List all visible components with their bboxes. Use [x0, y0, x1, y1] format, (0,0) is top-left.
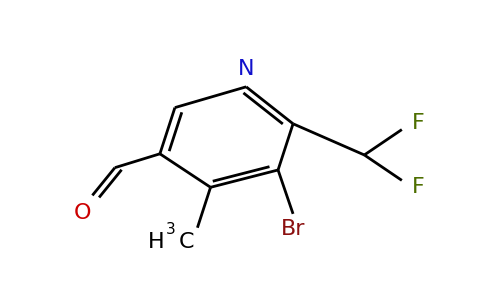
Text: O: O: [74, 203, 91, 223]
Text: Br: Br: [281, 219, 305, 239]
Text: N: N: [238, 59, 255, 80]
Text: H: H: [148, 232, 165, 252]
Text: C: C: [179, 232, 194, 252]
Text: F: F: [412, 112, 425, 133]
Text: F: F: [412, 177, 425, 197]
Text: 3: 3: [166, 222, 176, 237]
